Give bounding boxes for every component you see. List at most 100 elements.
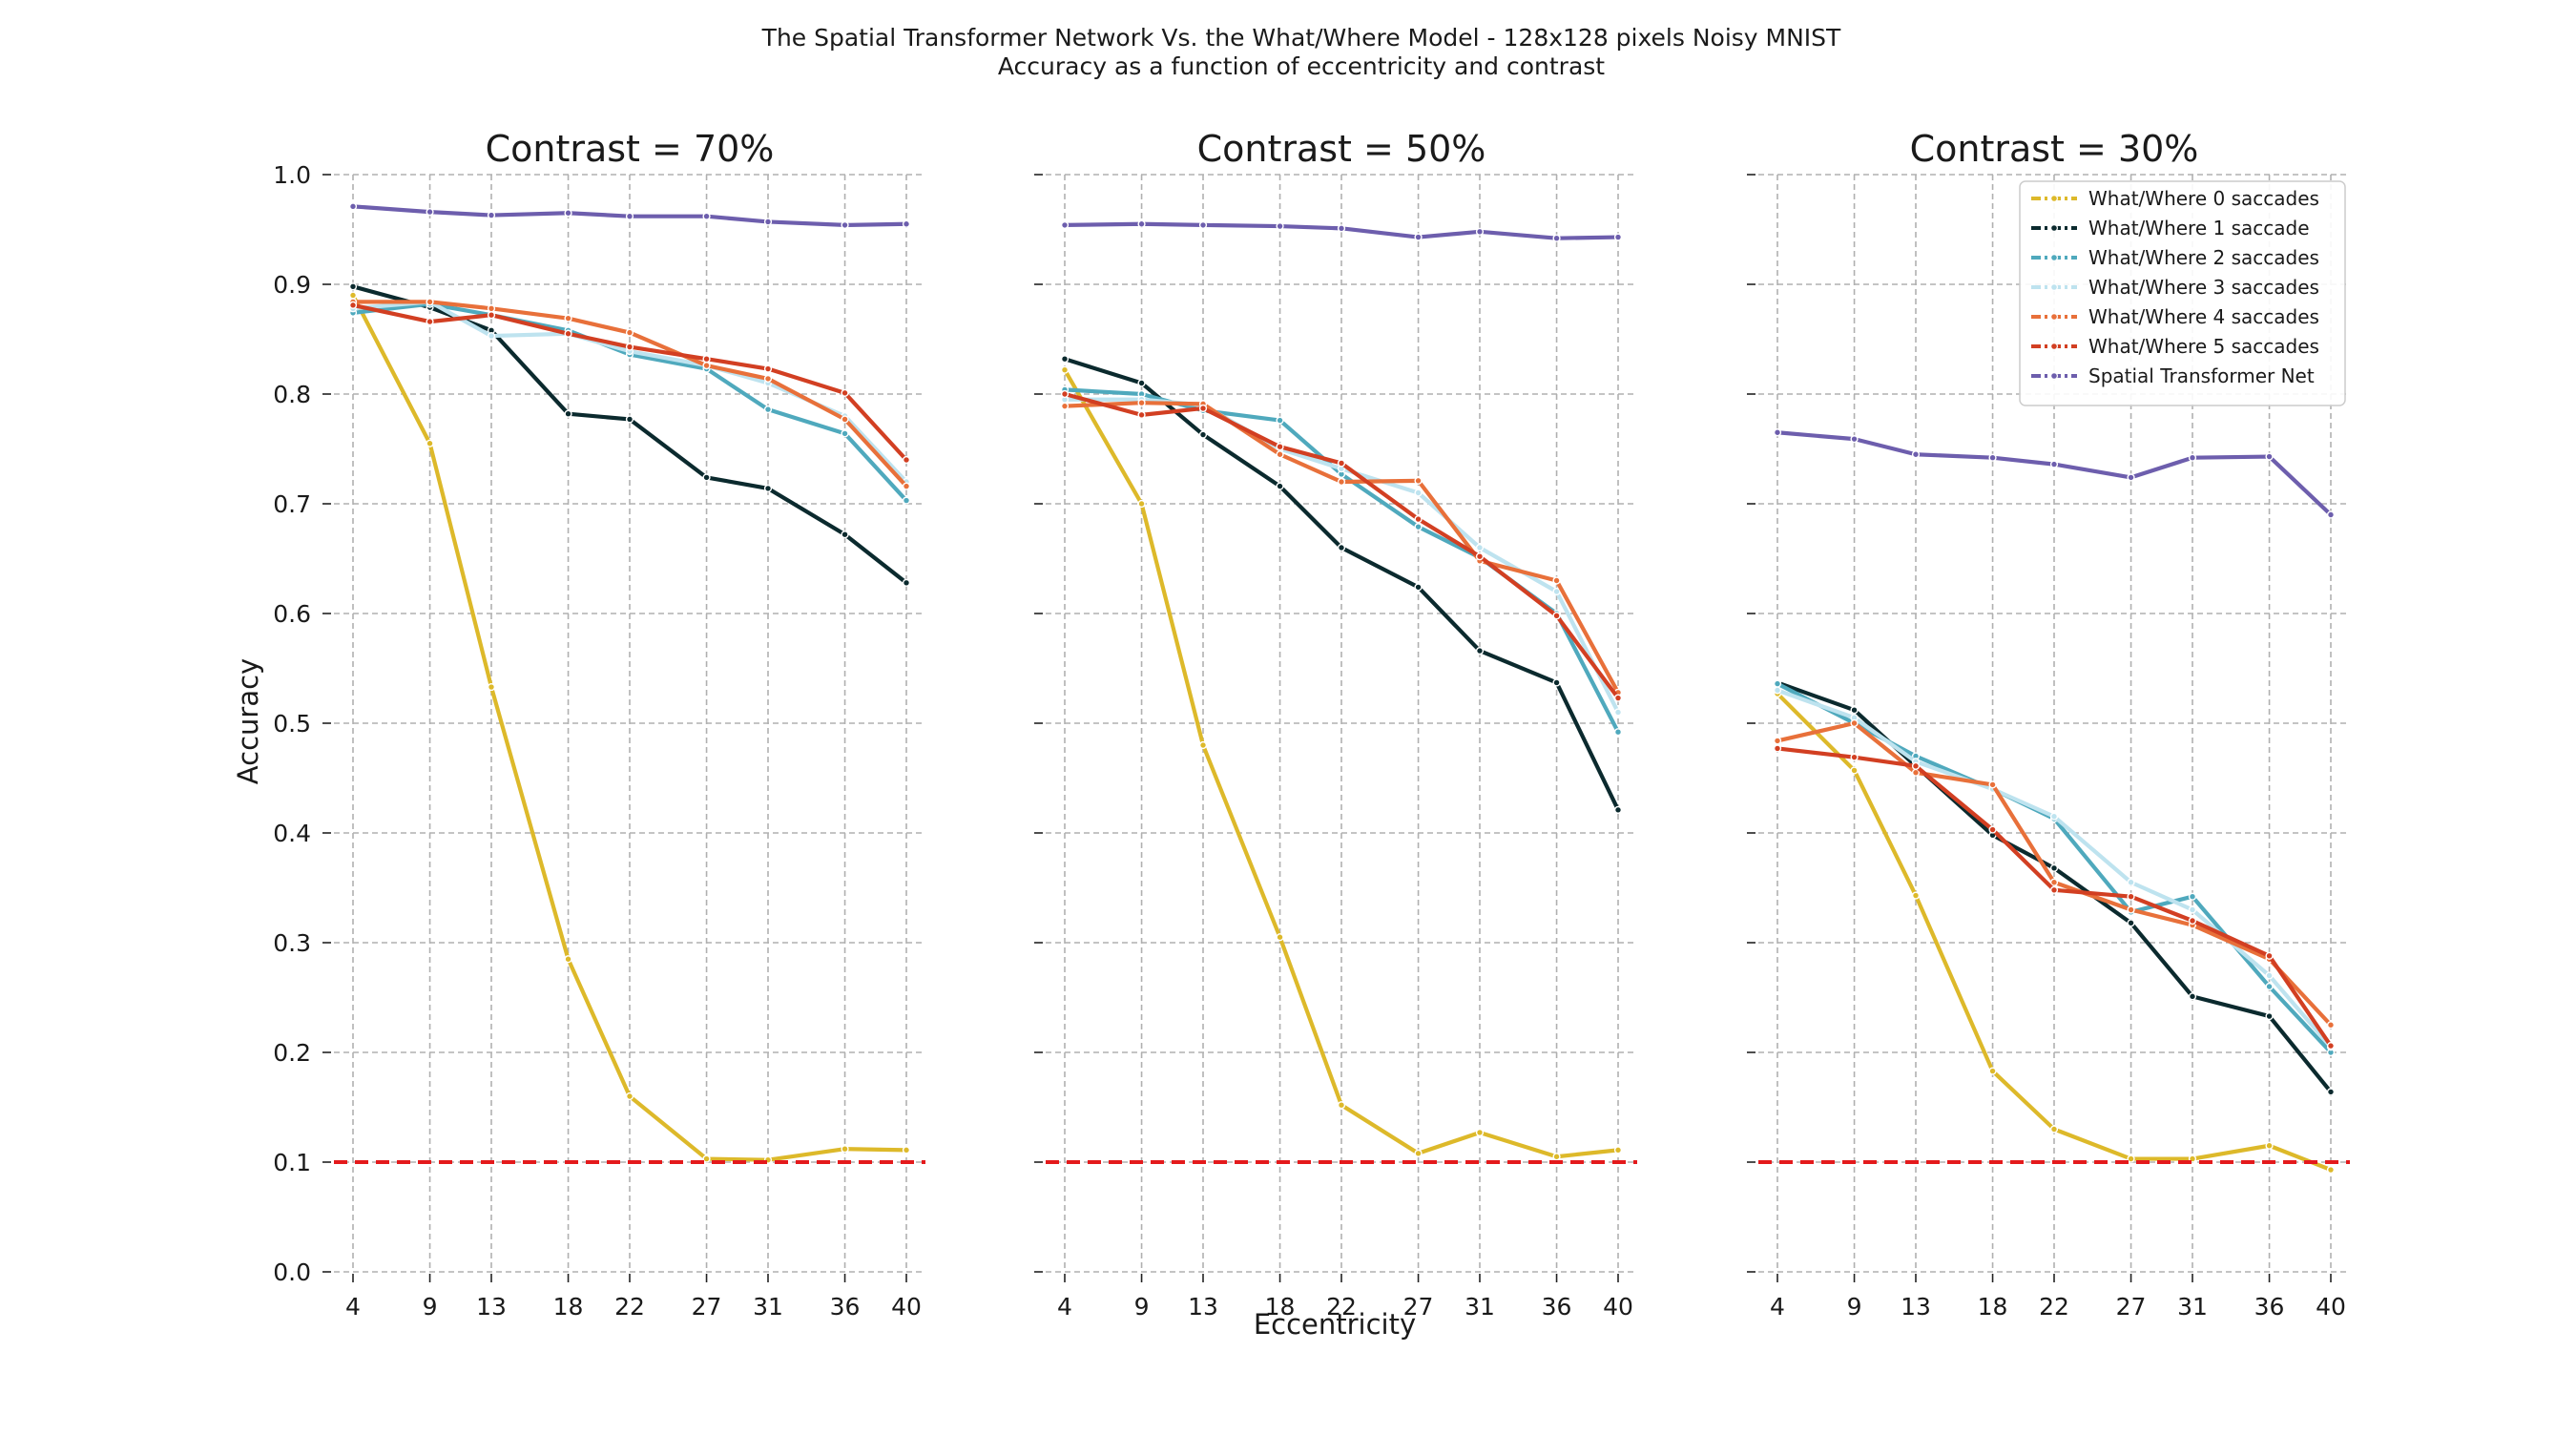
y-tick-label: 0.6	[273, 600, 311, 628]
figure-subtitle: Accuracy as a function of eccentricity a…	[998, 52, 1605, 80]
data-point-spatial-transformer-net	[487, 211, 496, 219]
legend-item-what-where-0-saccades: What/Where 0 saccades	[2031, 187, 2319, 210]
data-point-what-where-0-saccades	[1137, 499, 1146, 509]
data-point-what-where-1-saccade	[702, 473, 711, 482]
data-point-spatial-transformer-net	[902, 219, 911, 228]
x-tick-label: 27	[2116, 1293, 2147, 1321]
legend-frame	[2019, 180, 2346, 406]
data-point-what-where-5-saccades	[1613, 694, 1623, 702]
x-tick-label: 18	[1265, 1293, 1296, 1321]
panel-1-title: Contrast = 70%	[486, 128, 775, 170]
data-point-what-where-4-saccades	[487, 304, 496, 313]
x-tick-label: 40	[1603, 1293, 1633, 1321]
data-point-what-where-5-saccades	[1850, 753, 1859, 761]
data-point-what-where-5-saccades	[1137, 410, 1146, 419]
data-point-spatial-transformer-net	[1060, 220, 1070, 230]
x-tick-label: 9	[1847, 1293, 1862, 1321]
data-point-spatial-transformer-net	[1198, 220, 1208, 230]
data-point-what-where-1-saccade	[1198, 430, 1208, 439]
x-tick-label: 13	[476, 1293, 507, 1321]
x-axis-label: Eccentricity	[1254, 1308, 1416, 1341]
data-point-spatial-transformer-net	[1552, 234, 1561, 242]
data-point-what-where-5-saccades	[625, 343, 634, 351]
data-point-what-where-5-saccades	[1911, 761, 1921, 770]
data-point-what-where-5-saccades	[1060, 389, 1070, 399]
data-point-what-where-5-saccades	[426, 318, 434, 326]
data-point-what-where-4-saccades	[2049, 878, 2059, 886]
x-tick-label: 4	[345, 1293, 361, 1321]
y-tick-label: 0.2	[273, 1039, 311, 1067]
y-tick-label: 0.1	[273, 1149, 311, 1176]
data-point-what-where-4-saccades	[564, 314, 572, 322]
data-point-spatial-transformer-net	[2049, 460, 2059, 468]
data-point-what-where-5-saccades	[1414, 514, 1423, 524]
data-point-what-where-1-saccade	[902, 578, 911, 587]
x-tick-label: 36	[2254, 1293, 2285, 1321]
panels-group: Contrast = 70% 0.0 0.1 0.2 0.3 0.4 0.5 0.6 0.7 0.…	[273, 128, 2350, 1321]
data-point-spatial-transformer-net	[1137, 219, 1146, 228]
legend-item-what-where-2-saccades: What/Where 2 saccades	[2031, 246, 2319, 269]
data-point-spatial-transformer-net	[426, 208, 434, 217]
data-point-spatial-transformer-net	[1773, 428, 1782, 437]
data-point-what-where-0-saccades	[1613, 1146, 1623, 1154]
data-point-what-where-0-saccades	[426, 439, 434, 447]
legend-item-what-where-5-saccades: What/Where 5 saccades	[2031, 335, 2319, 358]
data-point-what-where-0-saccades	[1060, 365, 1070, 374]
data-point-spatial-transformer-net	[1911, 450, 1921, 459]
data-point-what-where-5-saccades	[1552, 612, 1561, 620]
data-point-what-where-0-saccades	[1198, 740, 1208, 750]
data-point-what-where-1-saccade	[1552, 678, 1561, 687]
data-point-what-where-5-saccades	[564, 329, 572, 338]
y-tick-label: 0.3	[273, 929, 311, 957]
data-point-what-where-0-saccades	[902, 1146, 911, 1154]
data-point-what-where-4-saccades	[1337, 477, 1346, 487]
data-point-what-where-5-saccades	[348, 301, 358, 309]
data-point-what-where-2-saccades	[1613, 728, 1623, 737]
y-tick-label: 1.0	[273, 161, 311, 189]
data-point-what-where-4-saccades	[426, 298, 434, 306]
data-point-what-where-3-saccades	[1475, 543, 1485, 552]
data-point-what-where-0-saccades	[625, 1092, 634, 1101]
data-point-what-where-5-saccades	[841, 388, 849, 397]
data-point-what-where-5-saccades	[763, 364, 773, 373]
data-point-what-where-3-saccades	[1613, 708, 1623, 717]
data-point-what-where-2-saccades	[1773, 679, 1782, 688]
legend-marker	[2050, 224, 2059, 233]
data-point-what-where-1-saccade	[1060, 355, 1070, 364]
data-point-what-where-1-saccade	[1276, 482, 1284, 490]
data-point-what-where-2-saccades	[763, 406, 773, 414]
data-point-what-where-5-saccades	[1988, 825, 1997, 834]
data-point-what-where-0-saccades	[1414, 1149, 1423, 1157]
data-point-what-where-2-saccades	[1276, 416, 1284, 425]
data-point-what-where-0-saccades	[1552, 1153, 1561, 1161]
data-point-spatial-transformer-net	[2265, 452, 2274, 461]
data-point-what-where-5-saccades	[1337, 459, 1346, 468]
panel-1: Contrast = 70% 0.0 0.1 0.2 0.3 0.4 0.5 0.6 0.7 0.…	[273, 128, 925, 1321]
data-point-spatial-transformer-net	[1850, 435, 1859, 444]
data-point-what-where-5-saccades	[902, 455, 911, 465]
y-tick-label: 0.9	[273, 271, 311, 299]
legend-marker	[2050, 195, 2059, 203]
data-point-what-where-5-saccades	[1475, 552, 1485, 561]
data-point-spatial-transformer-net	[763, 218, 773, 226]
data-point-what-where-5-saccades	[487, 311, 496, 320]
data-point-what-where-1-saccade	[763, 484, 773, 493]
legend-item-what-where-3-saccades: What/Where 3 saccades	[2031, 276, 2319, 299]
data-point-what-where-3-saccades	[1552, 587, 1561, 596]
data-point-what-where-5-saccades	[2326, 1041, 2336, 1050]
data-point-spatial-transformer-net	[1988, 453, 1997, 462]
data-point-what-where-1-saccade	[2049, 863, 2059, 872]
panel-3-title: Contrast = 30%	[1910, 128, 2199, 170]
panel-3: Contrast = 30% 4 9 13 18 22 27 31 36 40	[1747, 128, 2350, 1321]
data-point-what-where-1-saccade	[1137, 379, 1146, 387]
data-point-what-where-4-saccades	[1060, 402, 1070, 410]
data-point-what-where-4-saccades	[625, 328, 634, 337]
data-point-what-where-3-saccades	[2127, 878, 2135, 886]
x-tick-label: 31	[753, 1293, 783, 1321]
data-point-spatial-transformer-net	[1276, 221, 1284, 231]
data-point-what-where-5-saccades	[2049, 885, 2059, 894]
legend-label: What/Where 0 saccades	[2088, 187, 2319, 210]
data-point-what-where-4-saccades	[2326, 1021, 2336, 1029]
panel-2: Contrast = 50% 4 9 13 18 22 27 31 36 40	[1034, 128, 1637, 1321]
data-point-what-where-0-saccades	[702, 1154, 711, 1163]
